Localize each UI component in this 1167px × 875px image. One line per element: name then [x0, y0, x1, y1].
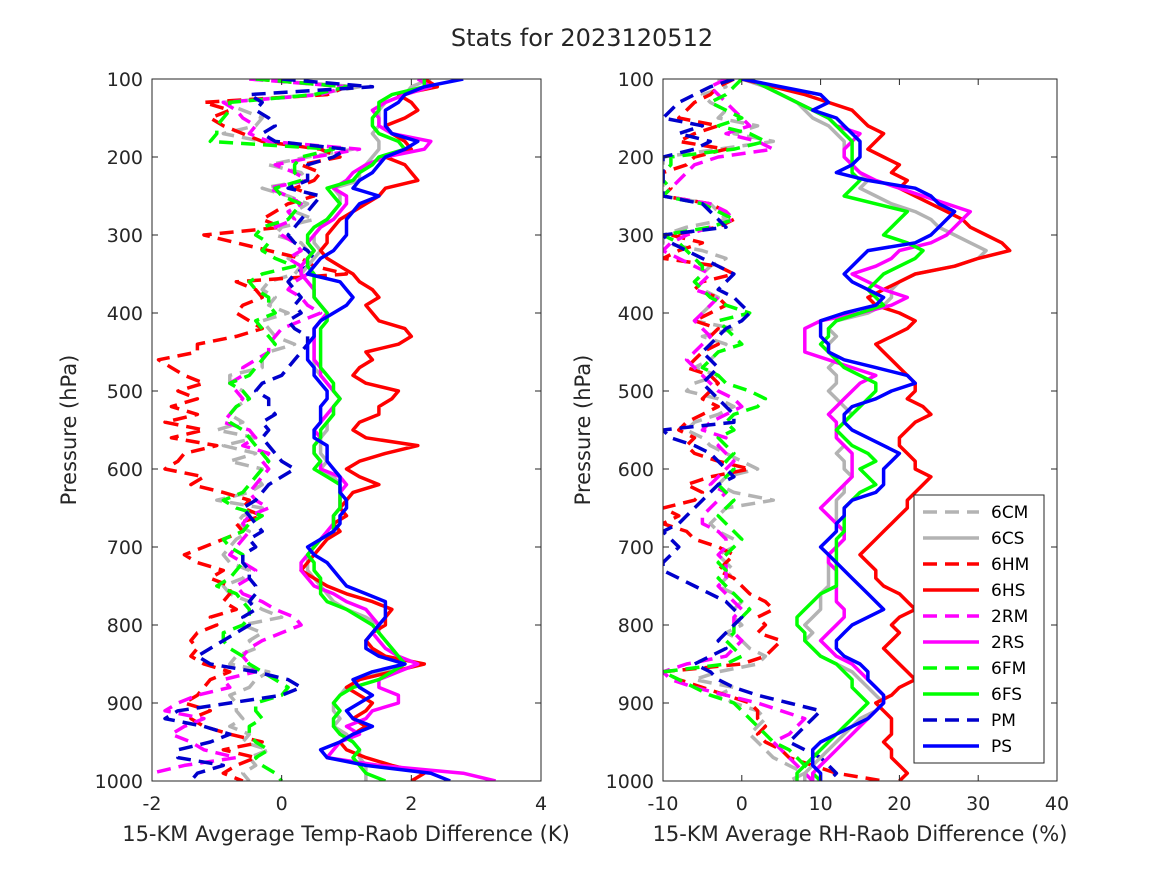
legend-label: 6FS — [991, 685, 1022, 705]
y-tick-label: 400 — [107, 303, 143, 325]
y-tick-label: 600 — [618, 459, 654, 481]
y-tick-label: 600 — [107, 459, 143, 481]
tick-group: -2 0 2 4 100 200 300 400 500 600 700 800 900 1000 — [95, 69, 547, 815]
series-line-6cm — [215, 79, 362, 781]
legend-label: 2RM — [991, 607, 1028, 627]
axes-box — [151, 78, 542, 782]
legend-label: 6CM — [991, 503, 1028, 523]
series-line-pm — [163, 79, 375, 781]
x-tick-label: 0 — [736, 793, 748, 815]
y-tick-label: 100 — [618, 69, 654, 91]
figure-title: Stats for 2023120512 — [451, 24, 713, 52]
rh-difference-panel: -10 0 10 20 30 40 100 200 300 400 500 600 700 800 900 1… — [571, 69, 1069, 846]
series-line-ps — [305, 79, 464, 781]
y-axis-label: Pressure (hPa) — [57, 355, 81, 506]
y-tick-label: 400 — [618, 303, 654, 325]
x-tick-label: 30 — [966, 793, 990, 815]
legend: 6CM 6CS 6HM 6HS 2RM 2RS 6FM 6FS PM PS — [913, 494, 1045, 764]
y-tick-label: 100 — [107, 69, 143, 91]
legend-label: PM — [991, 711, 1016, 731]
x-tick-label: -2 — [143, 793, 162, 815]
y-tick-label: 300 — [618, 225, 654, 247]
series-line-6hs — [741, 79, 1012, 781]
series-line-2rm — [663, 79, 814, 781]
y-tick-label: 800 — [618, 615, 654, 637]
series-group — [152, 79, 497, 781]
y-tick-label: 300 — [107, 225, 143, 247]
x-tick-label: 2 — [405, 793, 417, 815]
series-line-6fm — [663, 79, 822, 781]
x-axis-label: 15-KM Avgerage Temp-Raob Difference (K) — [122, 822, 570, 846]
y-tick-label: 500 — [618, 381, 654, 403]
series-line-ps — [741, 79, 957, 781]
x-tick-label: -10 — [647, 793, 678, 815]
y-tick-label: 1000 — [606, 771, 654, 793]
y-axis-label: Pressure (hPa) — [571, 355, 595, 506]
x-tick-label: 0 — [276, 793, 288, 815]
x-tick-label: 4 — [535, 793, 547, 815]
y-tick-label: 200 — [107, 147, 143, 169]
series-group — [663, 79, 1012, 781]
series-line-6fm — [208, 79, 349, 781]
x-tick-label: 40 — [1045, 793, 1069, 815]
axes-box — [662, 78, 1058, 782]
y-tick-label: 200 — [618, 147, 654, 169]
legend-label: 2RS — [991, 633, 1024, 653]
y-tick-label: 900 — [618, 693, 654, 715]
y-tick-label: 900 — [107, 693, 143, 715]
legend-box — [913, 494, 1045, 764]
legend-label: PS — [991, 737, 1012, 757]
temp-difference-panel: -2 0 2 4 100 200 300 400 500 600 700 800 900 1000 15-… — [57, 69, 570, 846]
tick-group: -10 0 10 20 30 40 100 200 300 400 500 600 700 800 900 1… — [606, 69, 1069, 815]
y-tick-label: 700 — [618, 537, 654, 559]
legend-label: 6HM — [991, 555, 1029, 575]
x-tick-label: 20 — [887, 793, 911, 815]
legend-label: 6HS — [991, 581, 1025, 601]
series-line-6fs — [748, 79, 925, 781]
legend-label: 6FM — [991, 659, 1026, 679]
legend-label: 6CS — [991, 529, 1024, 549]
x-axis-label: 15-KM Average RH-Raob Difference (%) — [653, 822, 1068, 846]
y-tick-label: 700 — [107, 537, 143, 559]
series-line-2rm — [152, 79, 362, 776]
series-line-6hm — [663, 79, 884, 781]
y-tick-label: 800 — [107, 615, 143, 637]
y-tick-label: 500 — [107, 381, 143, 403]
y-tick-label: 1000 — [95, 771, 143, 793]
x-tick-label: 10 — [809, 793, 833, 815]
